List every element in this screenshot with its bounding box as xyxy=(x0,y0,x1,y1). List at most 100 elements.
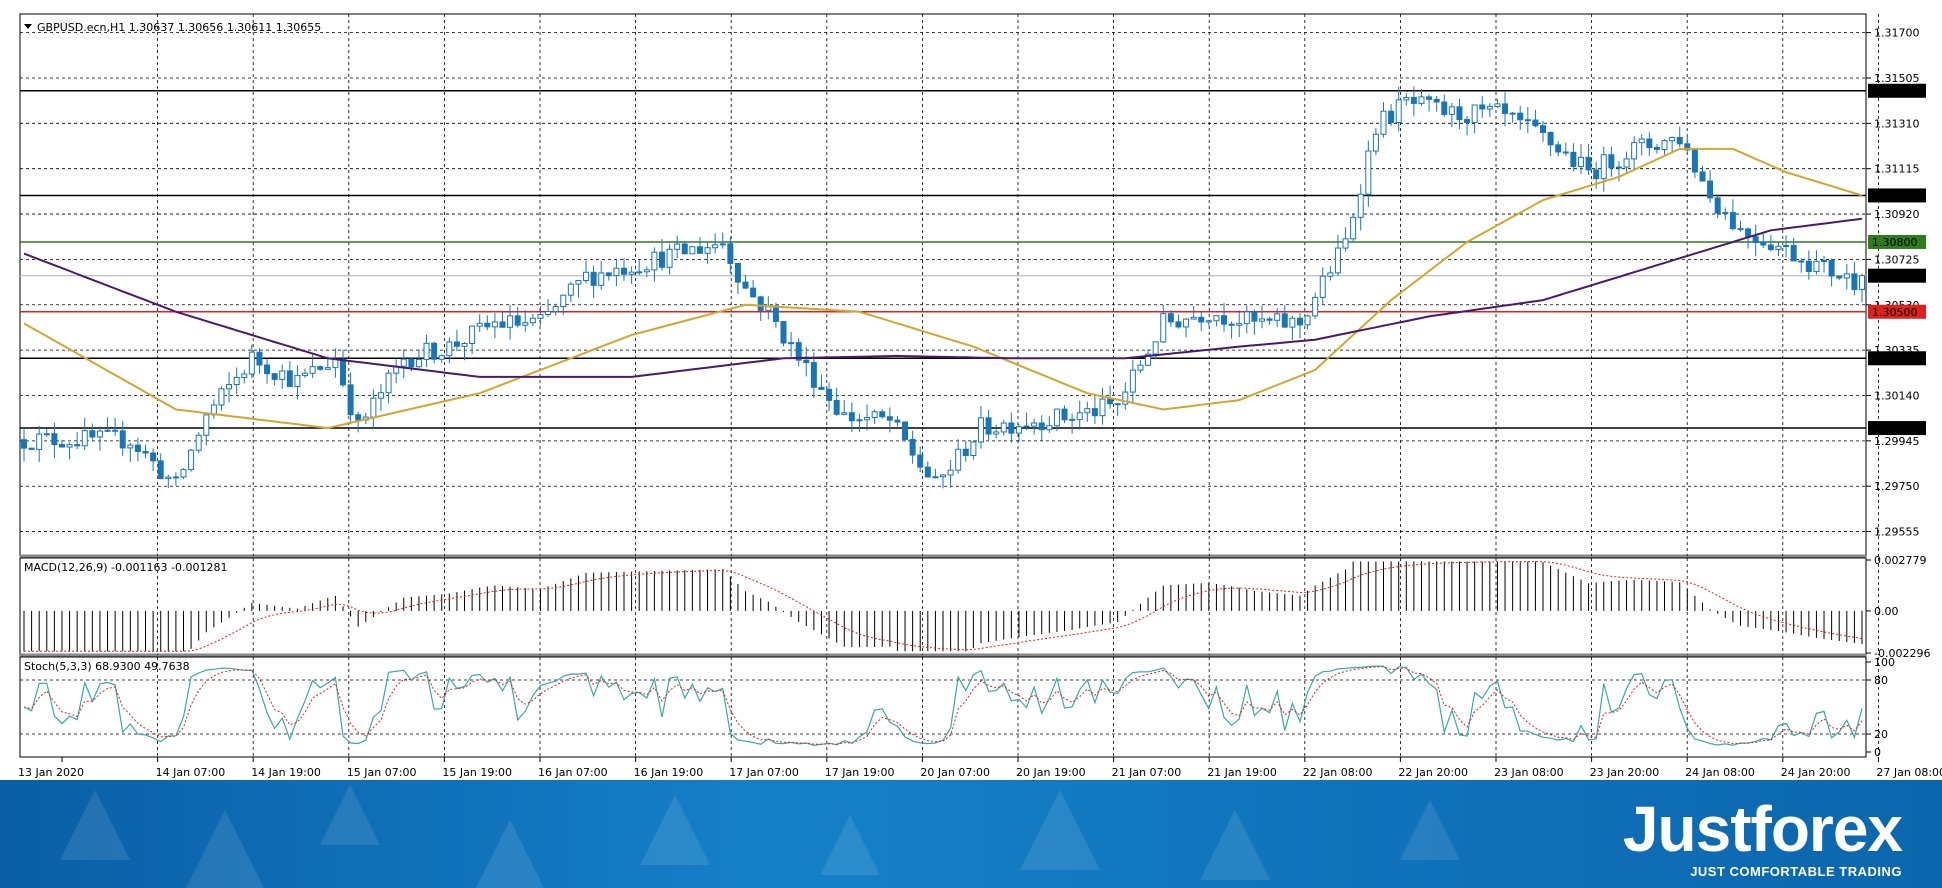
candle-body xyxy=(712,244,719,249)
candle-body xyxy=(598,272,605,286)
candle-body xyxy=(826,388,833,401)
banner-decoration xyxy=(60,790,130,860)
candle-body xyxy=(940,474,946,478)
candle-body xyxy=(438,355,445,360)
level-tag-label: 1.31000 xyxy=(1872,189,1918,202)
x-tick-label: 27 Jan 08:00 xyxy=(1876,766,1942,779)
y-tick-label: 1.29555 xyxy=(1874,526,1920,539)
candle-body xyxy=(985,417,992,435)
candle-body xyxy=(1760,242,1767,246)
y-tick-label: 1.29945 xyxy=(1874,435,1920,448)
chart-area: 1.31700 1.31505 1.31310 1.31115 1.30920 1.307… xyxy=(18,13,1942,779)
y-tick-label: 1.30140 xyxy=(1874,389,1920,402)
y-tick-label: 1.31700 xyxy=(1874,27,1920,40)
candle-body xyxy=(1084,408,1091,414)
candle-body xyxy=(1190,316,1197,320)
candle-body xyxy=(833,399,840,415)
candle-body xyxy=(21,439,27,449)
macd-header: MACD(12,26,9) -0.001163 -0.001281 xyxy=(24,561,227,574)
candle-body xyxy=(294,375,301,387)
candle-body xyxy=(241,373,248,378)
candle-body xyxy=(1669,136,1676,142)
x-tick-label: 21 Jan 07:00 xyxy=(1112,766,1182,779)
level-tag xyxy=(1868,304,1926,319)
candle-body xyxy=(453,341,460,347)
candle-body xyxy=(545,311,552,316)
candle-body xyxy=(1517,112,1524,121)
level-tag xyxy=(1868,83,1926,98)
candle-body xyxy=(286,370,293,387)
candle-body xyxy=(1304,315,1311,326)
candle-body xyxy=(1471,104,1478,123)
x-tick-label: 15 Jan 19:00 xyxy=(442,766,512,779)
candle-body xyxy=(643,269,650,273)
macd-y-label: -0.002296 xyxy=(1874,647,1930,660)
candle-body xyxy=(1426,96,1433,100)
y-tick-label: 1.31310 xyxy=(1874,117,1920,130)
candle-body xyxy=(1631,142,1638,160)
candle-body xyxy=(51,433,58,446)
ma-fast-line xyxy=(23,147,1863,430)
candle-body xyxy=(446,341,453,357)
candle-body xyxy=(1069,418,1076,421)
candle-body xyxy=(279,370,286,380)
candle-body xyxy=(567,283,574,296)
candle-body xyxy=(727,243,734,264)
level-tag xyxy=(1868,234,1926,249)
candle-body xyxy=(1129,369,1136,393)
candle-body xyxy=(734,262,741,283)
candle-body xyxy=(1859,275,1865,291)
candle-body xyxy=(1813,260,1820,273)
candle-body xyxy=(932,476,939,479)
macd-signal-line xyxy=(24,561,1863,652)
candle-body xyxy=(1653,147,1660,150)
candle-body xyxy=(1099,398,1106,417)
symbol-dropdown-icon[interactable] xyxy=(24,24,32,29)
candle-body xyxy=(1312,296,1319,317)
level-tag-label: 1.30800 xyxy=(1872,236,1918,249)
candle-body xyxy=(1183,318,1190,328)
stoch-y-label: 80 xyxy=(1874,674,1888,687)
candle-body xyxy=(423,342,430,360)
candle-body xyxy=(575,280,582,285)
x-tick-label: 14 Jan 19:00 xyxy=(251,766,321,779)
level-tag-label: 1.30000 xyxy=(1872,422,1918,435)
y-tick-label: 1.30920 xyxy=(1874,208,1920,221)
candle-body xyxy=(1152,341,1159,355)
x-tick-label: 17 Jan 19:00 xyxy=(825,766,895,779)
candle-body xyxy=(377,392,384,399)
candle-body xyxy=(780,321,787,344)
candle-body xyxy=(1107,398,1114,405)
x-tick-label: 17 Jan 07:00 xyxy=(729,766,799,779)
candle-body xyxy=(886,416,893,421)
candle-body xyxy=(522,322,529,326)
candle-body xyxy=(560,294,567,307)
candle-body xyxy=(1638,138,1645,144)
candle-body xyxy=(970,441,977,456)
candle-body xyxy=(1502,103,1509,114)
stoch-y-label: 0 xyxy=(1874,746,1881,759)
candle-body xyxy=(955,448,962,471)
candle-body xyxy=(400,358,407,367)
candle-body xyxy=(134,444,141,452)
candle-body xyxy=(339,358,346,386)
candle-body xyxy=(112,429,119,432)
candle-body xyxy=(803,359,810,364)
x-tick-label: 23 Jan 08:00 xyxy=(1494,766,1564,779)
candle-body xyxy=(1395,99,1402,123)
candle-body xyxy=(415,358,422,368)
candle-body xyxy=(628,271,635,275)
candle-body xyxy=(1000,422,1007,433)
banner-decoration xyxy=(180,810,270,888)
candle-body xyxy=(1676,136,1683,145)
candle-body xyxy=(1448,106,1455,115)
candle-body xyxy=(355,414,362,421)
candle-body xyxy=(636,271,643,274)
candle-body xyxy=(461,343,468,347)
candle-body xyxy=(1486,106,1493,110)
candle-body xyxy=(1433,98,1440,103)
candle-body xyxy=(332,358,339,369)
candle-body xyxy=(74,444,81,447)
candle-body xyxy=(871,411,878,418)
candle-body xyxy=(264,364,271,375)
